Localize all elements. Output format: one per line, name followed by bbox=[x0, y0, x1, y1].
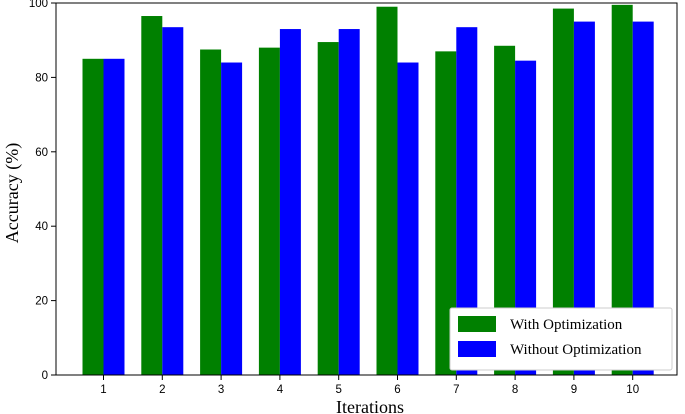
y-axis: 0 20 40 60 80 100 bbox=[29, 0, 56, 382]
bar-with-optimization-10 bbox=[611, 4, 633, 376]
x-tick-label: 9 bbox=[571, 384, 577, 396]
x-tick-label: 1 bbox=[100, 384, 106, 396]
x-tick-label: 3 bbox=[218, 384, 224, 396]
y-tick-label: 40 bbox=[35, 221, 48, 233]
x-axis: 1 2 3 4 5 6 7 8 9 10 bbox=[100, 375, 639, 396]
x-tick-label: 8 bbox=[512, 384, 518, 396]
x-tick-label: 2 bbox=[159, 384, 165, 396]
y-tick-label: 80 bbox=[35, 72, 48, 84]
x-tick-label: 6 bbox=[394, 384, 400, 396]
bar-without-optimization-8 bbox=[515, 60, 537, 375]
y-tick-label: 60 bbox=[35, 147, 48, 159]
bar-with-optimization-7 bbox=[435, 51, 457, 376]
legend-swatch-with-optimization bbox=[458, 316, 496, 332]
legend: With Optimization Without Optimization bbox=[449, 307, 673, 371]
bar-without-optimization-9 bbox=[573, 21, 595, 375]
bar-without-optimization-5 bbox=[338, 29, 360, 375]
bar-without-optimization-6 bbox=[397, 62, 419, 376]
bar-without-optimization-1 bbox=[103, 58, 125, 376]
x-tick-label: 7 bbox=[453, 384, 459, 396]
bar-with-optimization-5 bbox=[317, 42, 339, 376]
bar-with-optimization-4 bbox=[258, 47, 280, 375]
plot-frame bbox=[55, 2, 678, 376]
legend-label-without-optimization: Without Optimization bbox=[510, 342, 642, 358]
x-tick-label: 5 bbox=[335, 384, 341, 396]
x-tick-label: 4 bbox=[277, 384, 284, 396]
y-tick-label: 100 bbox=[29, 0, 48, 10]
bar-without-optimization-2 bbox=[162, 27, 184, 376]
bars-layer bbox=[82, 4, 654, 376]
bar-with-optimization-3 bbox=[200, 49, 222, 375]
bar-with-optimization-2 bbox=[141, 16, 163, 376]
bar-with-optimization-6 bbox=[376, 6, 398, 375]
y-tick-label: 0 bbox=[42, 370, 48, 382]
legend-swatch-without-optimization bbox=[458, 341, 496, 357]
legend-label-with-optimization: With Optimization bbox=[510, 317, 623, 333]
bar-without-optimization-3 bbox=[221, 62, 243, 376]
y-axis-title: Accuracy (%) bbox=[2, 143, 23, 243]
bar-with-optimization-1 bbox=[82, 58, 104, 376]
bar-with-optimization-8 bbox=[494, 45, 516, 375]
x-axis-title: Iterations bbox=[336, 397, 404, 414]
bar-without-optimization-7 bbox=[456, 27, 478, 376]
bar-without-optimization-4 bbox=[279, 29, 301, 375]
x-tick-label: 10 bbox=[626, 384, 639, 396]
legend-box bbox=[449, 307, 673, 371]
y-tick-label: 20 bbox=[35, 296, 48, 308]
bar-with-optimization-9 bbox=[552, 8, 574, 376]
bar-without-optimization-10 bbox=[632, 21, 654, 375]
